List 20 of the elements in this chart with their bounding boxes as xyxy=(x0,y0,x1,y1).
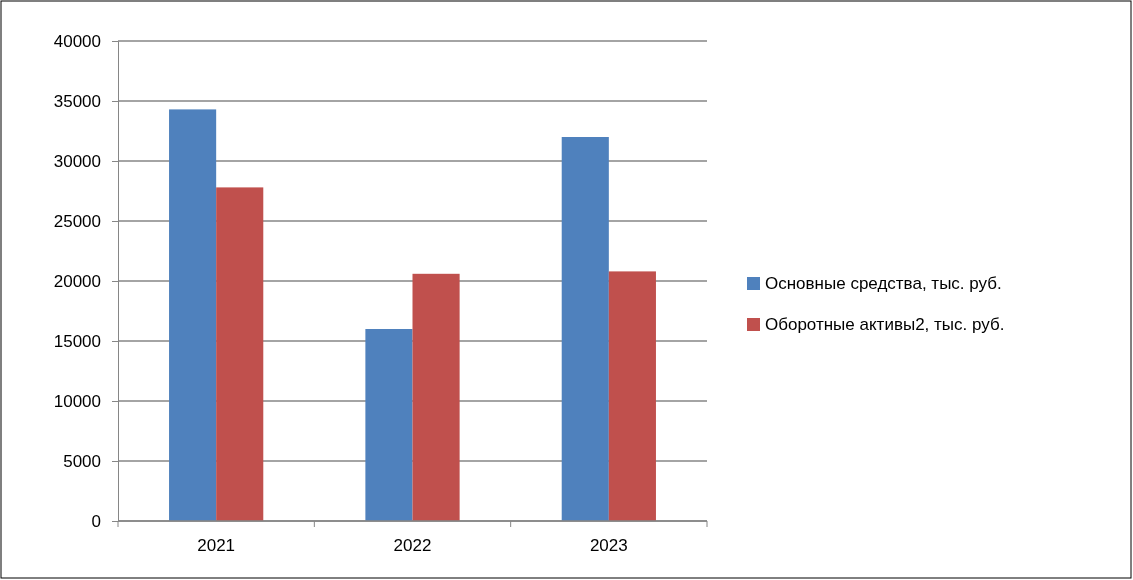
bar xyxy=(608,271,656,521)
x-tick-label: 2022 xyxy=(393,536,432,555)
y-tick-label: 15000 xyxy=(53,331,101,351)
bar xyxy=(216,187,264,521)
bar xyxy=(412,273,460,521)
y-tick-label: 35000 xyxy=(53,91,101,111)
bar xyxy=(561,137,609,521)
x-tick-label: 2023 xyxy=(589,536,628,555)
y-tick-label: 10000 xyxy=(53,391,101,411)
y-tick-label: 30000 xyxy=(53,151,101,171)
legend-label: Оборотные активы2, тыс. руб. xyxy=(765,314,1005,334)
bar xyxy=(169,109,217,521)
y-tick-label: 40000 xyxy=(53,31,101,51)
x-tick-label: 2021 xyxy=(197,536,236,555)
y-tick-label: 5000 xyxy=(63,451,101,471)
y-tick-label: 20000 xyxy=(53,271,101,291)
y-tick-label: 0 xyxy=(91,511,101,531)
legend-label: Основные средства, тыс. руб. xyxy=(765,273,1002,293)
y-tick-label: 25000 xyxy=(53,211,101,231)
bar xyxy=(365,329,413,521)
